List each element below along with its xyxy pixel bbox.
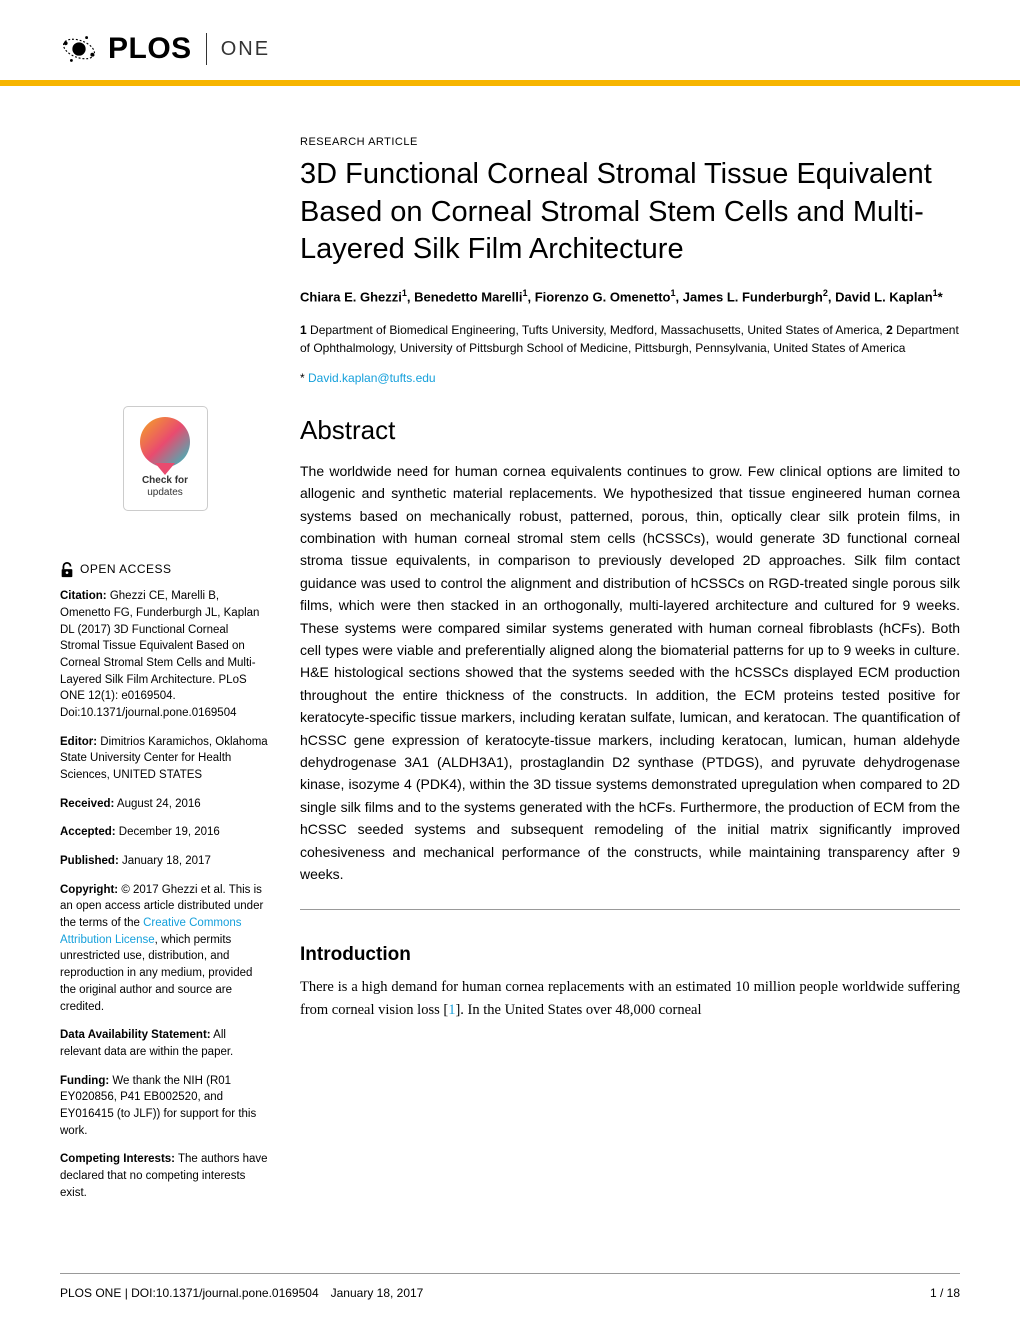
journal-header: PLOS ONE (0, 0, 1020, 80)
footer-citation: PLOS ONE | DOI:10.1371/journal.pone.0169… (60, 1286, 423, 1300)
header-divider (206, 33, 207, 65)
data-availability-block: Data Availability Statement: All relevan… (60, 1027, 270, 1060)
check-updates-badge[interactable]: Check for updates (123, 406, 208, 511)
corr-email-link[interactable]: David.kaplan@tufts.edu (308, 371, 436, 385)
plos-orbit-icon (60, 30, 98, 68)
plos-logo: PLOS (60, 30, 192, 68)
affiliations: 1 Department of Biomedical Engineering, … (300, 321, 960, 357)
corresponding-author: * David.kaplan@tufts.edu (300, 371, 960, 385)
badge-label: Check for updates (132, 475, 199, 499)
abstract-text: The worldwide need for human cornea equi… (300, 460, 960, 885)
abstract-heading: Abstract (300, 415, 960, 446)
competing-interests-block: Competing Interests: The authors have de… (60, 1151, 270, 1201)
crossmark-icon (140, 417, 190, 467)
article-type: RESEARCH ARTICLE (300, 136, 960, 148)
editor-block: Editor: Dimitrios Karamichos, Oklahoma S… (60, 734, 270, 784)
accepted-block: Accepted: December 19, 2016 (60, 824, 270, 841)
published-block: Published: January 18, 2017 (60, 853, 270, 870)
page-footer: PLOS ONE | DOI:10.1371/journal.pone.0169… (60, 1273, 960, 1330)
introduction-text: There is a high demand for human cornea … (300, 976, 960, 1021)
article-title: 3D Functional Corneal Stromal Tissue Equ… (300, 156, 960, 269)
article-main: RESEARCH ARTICLE 3D Functional Corneal S… (300, 136, 960, 1213)
copyright-block: Copyright: © 2017 Ghezzi et al. This is … (60, 882, 270, 1015)
update-badge-container: Check for updates (60, 406, 270, 511)
funding-block: Funding: We thank the NIH (R01 EY020856,… (60, 1073, 270, 1140)
open-lock-icon (60, 562, 74, 578)
open-access-heading: OPEN ACCESS (60, 561, 270, 578)
received-block: Received: August 24, 2016 (60, 796, 270, 813)
page-content: Check for updates OPEN ACCESS Citation: … (0, 86, 1020, 1243)
plos-wordmark: PLOS (108, 32, 192, 66)
author-list: Chiara E. Ghezzi1, Benedetto Marelli1, F… (300, 287, 960, 307)
sidebar: Check for updates OPEN ACCESS Citation: … (60, 136, 270, 1213)
page-number: 1 / 18 (930, 1286, 960, 1300)
journal-name: ONE (221, 38, 270, 61)
citation-block: Citation: Ghezzi CE, Marelli B, Omenetto… (60, 588, 270, 721)
section-divider (300, 909, 960, 910)
introduction-heading: Introduction (300, 944, 960, 966)
